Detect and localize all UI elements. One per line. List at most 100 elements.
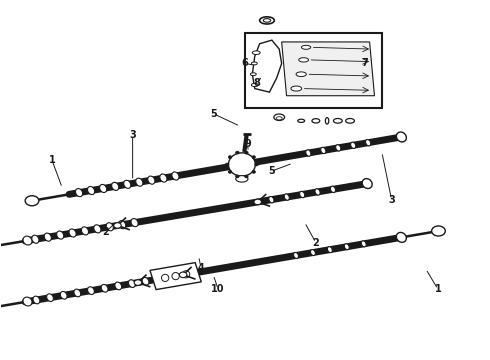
Ellipse shape: [115, 282, 122, 290]
Ellipse shape: [236, 151, 239, 154]
Ellipse shape: [252, 156, 255, 158]
Ellipse shape: [74, 289, 81, 297]
Ellipse shape: [172, 273, 179, 280]
Ellipse shape: [182, 271, 190, 278]
Circle shape: [254, 199, 262, 205]
Ellipse shape: [294, 252, 298, 258]
Polygon shape: [282, 42, 374, 96]
Ellipse shape: [333, 118, 342, 123]
Ellipse shape: [301, 45, 311, 49]
Ellipse shape: [345, 118, 354, 123]
Ellipse shape: [160, 174, 167, 182]
Ellipse shape: [315, 189, 320, 195]
Ellipse shape: [47, 294, 53, 302]
Bar: [245, 33, 382, 108]
Text: 9: 9: [244, 139, 251, 149]
Ellipse shape: [284, 194, 290, 200]
Ellipse shape: [263, 19, 270, 22]
Ellipse shape: [225, 163, 229, 166]
Text: 3: 3: [129, 130, 136, 140]
Ellipse shape: [327, 247, 332, 253]
Text: 1: 1: [49, 155, 55, 165]
Ellipse shape: [112, 182, 119, 190]
Ellipse shape: [142, 278, 149, 285]
Ellipse shape: [228, 153, 255, 176]
Text: 8: 8: [254, 78, 261, 88]
Ellipse shape: [99, 184, 107, 193]
Text: 5: 5: [269, 166, 275, 176]
Ellipse shape: [88, 186, 95, 195]
Ellipse shape: [361, 241, 366, 247]
Ellipse shape: [23, 236, 32, 245]
Ellipse shape: [362, 179, 372, 189]
Ellipse shape: [131, 219, 138, 227]
Ellipse shape: [245, 151, 248, 154]
Ellipse shape: [101, 284, 108, 292]
Circle shape: [179, 272, 187, 278]
Ellipse shape: [312, 119, 320, 123]
Text: 5: 5: [210, 109, 217, 119]
Ellipse shape: [228, 156, 232, 158]
Ellipse shape: [119, 221, 126, 229]
Ellipse shape: [81, 227, 89, 235]
Ellipse shape: [296, 72, 306, 77]
Ellipse shape: [123, 180, 131, 188]
Ellipse shape: [260, 17, 274, 24]
Ellipse shape: [255, 163, 258, 166]
Ellipse shape: [336, 145, 341, 151]
Text: 2: 2: [102, 227, 109, 237]
Text: 7: 7: [361, 58, 368, 68]
Circle shape: [432, 226, 445, 236]
Ellipse shape: [396, 132, 406, 142]
Ellipse shape: [106, 223, 113, 231]
Ellipse shape: [57, 231, 64, 239]
Ellipse shape: [252, 170, 255, 173]
Ellipse shape: [136, 178, 143, 186]
Text: 3: 3: [388, 195, 395, 205]
Text: 4: 4: [197, 263, 204, 273]
Ellipse shape: [75, 189, 83, 197]
Ellipse shape: [396, 233, 406, 242]
Ellipse shape: [128, 280, 135, 288]
Ellipse shape: [351, 142, 356, 148]
Ellipse shape: [330, 186, 336, 193]
Ellipse shape: [60, 292, 67, 299]
Ellipse shape: [311, 249, 316, 256]
Ellipse shape: [269, 197, 274, 203]
Ellipse shape: [228, 170, 232, 173]
Ellipse shape: [236, 175, 239, 178]
Text: 6: 6: [242, 58, 248, 68]
Ellipse shape: [250, 73, 256, 76]
Ellipse shape: [69, 229, 76, 237]
Ellipse shape: [148, 176, 155, 184]
Ellipse shape: [88, 287, 95, 294]
Ellipse shape: [344, 244, 349, 250]
Ellipse shape: [236, 176, 248, 182]
Ellipse shape: [32, 235, 39, 243]
Ellipse shape: [325, 118, 329, 124]
Ellipse shape: [291, 86, 302, 91]
Polygon shape: [252, 40, 282, 92]
Ellipse shape: [299, 191, 305, 198]
Ellipse shape: [252, 51, 260, 54]
Polygon shape: [150, 263, 201, 289]
Ellipse shape: [33, 296, 40, 304]
Text: 1: 1: [435, 284, 441, 294]
Ellipse shape: [320, 147, 326, 154]
Ellipse shape: [245, 175, 248, 178]
Ellipse shape: [299, 58, 309, 62]
Ellipse shape: [306, 150, 311, 156]
Circle shape: [25, 196, 39, 206]
Ellipse shape: [276, 117, 282, 120]
Ellipse shape: [251, 62, 257, 65]
Circle shape: [134, 280, 142, 285]
Ellipse shape: [251, 84, 258, 87]
Text: 2: 2: [313, 238, 319, 248]
Text: 10: 10: [211, 284, 225, 294]
Circle shape: [114, 223, 121, 228]
Ellipse shape: [172, 172, 179, 180]
Ellipse shape: [298, 119, 305, 122]
Ellipse shape: [274, 114, 285, 121]
Ellipse shape: [23, 297, 32, 306]
Ellipse shape: [366, 140, 371, 146]
